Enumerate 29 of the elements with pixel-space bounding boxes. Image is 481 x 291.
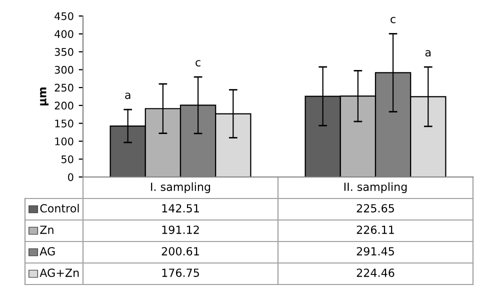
legend-label: Zn — [40, 226, 54, 234]
data-label: 225.65 — [356, 204, 394, 212]
annotation: a — [425, 50, 431, 57]
y-tick-label: 100 — [55, 137, 74, 146]
annotation: c — [390, 16, 396, 24]
legend-label: Control — [40, 204, 79, 212]
y-tick-label: 350 — [54, 48, 74, 56]
x-tick-label: I. sampling — [151, 182, 210, 194]
y-tick-label: 50 — [62, 155, 74, 164]
legend-label: AG+Zn — [40, 268, 79, 277]
y-tick-label: 450 — [54, 12, 74, 20]
annotation: c — [196, 60, 200, 66]
y-tick-label: 0 — [68, 173, 74, 182]
data-label: 226.11 — [356, 226, 394, 234]
y-tick-label: 250 — [54, 84, 74, 92]
legend-label: AG — [40, 247, 55, 256]
data-label: 200.61 — [162, 247, 199, 256]
data-label: 142.51 — [162, 204, 199, 212]
annotation: a — [125, 92, 130, 100]
x-tick-label: II. sampling — [344, 182, 407, 194]
y-tick-label: 300 — [54, 66, 74, 74]
data-label: 191.12 — [162, 226, 199, 234]
data-label: 224.46 — [356, 268, 394, 277]
y-tick-label: 400 — [54, 30, 74, 38]
y-tick-label: 150 — [55, 120, 74, 128]
y-axis-title: µm — [40, 88, 49, 106]
y-tick-label: 200 — [54, 102, 74, 110]
data-label: 291.45 — [356, 247, 394, 256]
data-label: 176.75 — [162, 268, 199, 277]
